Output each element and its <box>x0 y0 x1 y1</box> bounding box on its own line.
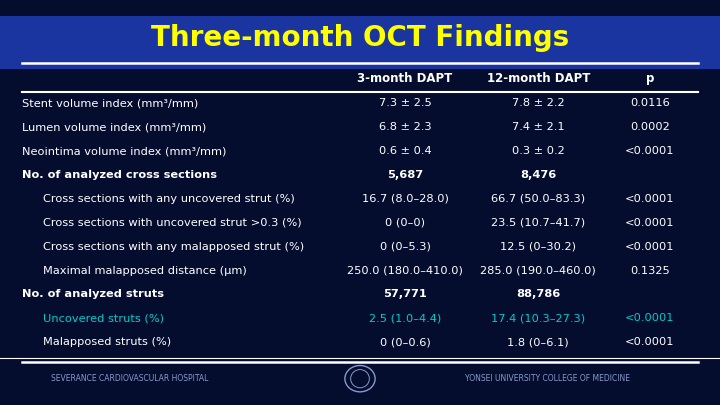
Text: Cross sections with uncovered strut >0.3 (%): Cross sections with uncovered strut >0.3… <box>43 218 302 228</box>
Text: No. of analyzed struts: No. of analyzed struts <box>22 290 163 299</box>
Text: Cross sections with any uncovered strut (%): Cross sections with any uncovered strut … <box>43 194 295 204</box>
Text: 0.0116: 0.0116 <box>630 98 670 108</box>
Text: 66.7 (50.0–83.3): 66.7 (50.0–83.3) <box>491 194 585 204</box>
Text: 23.5 (10.7–41.7): 23.5 (10.7–41.7) <box>491 218 585 228</box>
Text: p: p <box>646 72 654 85</box>
Text: 7.4 ± 2.1: 7.4 ± 2.1 <box>512 122 564 132</box>
Text: Malapposed struts (%): Malapposed struts (%) <box>43 337 171 347</box>
Text: Stent volume index (mm³/mm): Stent volume index (mm³/mm) <box>22 98 198 108</box>
Text: No. of analyzed cross sections: No. of analyzed cross sections <box>22 170 217 180</box>
Text: 0.1325: 0.1325 <box>630 266 670 275</box>
Text: 3-month DAPT: 3-month DAPT <box>357 72 453 85</box>
Text: 0.3 ± 0.2: 0.3 ± 0.2 <box>512 146 564 156</box>
Text: 16.7 (8.0–28.0): 16.7 (8.0–28.0) <box>361 194 449 204</box>
Bar <box>0 0 720 69</box>
Text: 285.0 (190.0–460.0): 285.0 (190.0–460.0) <box>480 266 596 275</box>
Text: Maximal malapposed distance (μm): Maximal malapposed distance (μm) <box>43 266 247 275</box>
Text: SEVERANCE CARDIOVASCULAR HOSPITAL: SEVERANCE CARDIOVASCULAR HOSPITAL <box>51 374 208 383</box>
Text: 88,786: 88,786 <box>516 290 560 299</box>
Text: <0.0001: <0.0001 <box>625 337 675 347</box>
Text: 0 (0–0.6): 0 (0–0.6) <box>379 337 431 347</box>
Text: Neointima volume index (mm³/mm): Neointima volume index (mm³/mm) <box>22 146 226 156</box>
Text: 0.0002: 0.0002 <box>630 122 670 132</box>
Text: 1.8 (0–6.1): 1.8 (0–6.1) <box>508 337 569 347</box>
Text: 250.0 (180.0–410.0): 250.0 (180.0–410.0) <box>347 266 463 275</box>
Text: <0.0001: <0.0001 <box>625 194 675 204</box>
Text: Cross sections with any malapposed strut (%): Cross sections with any malapposed strut… <box>43 242 305 252</box>
Text: <0.0001: <0.0001 <box>625 218 675 228</box>
Bar <box>0 0 720 16</box>
Text: 2.5 (1.0–4.4): 2.5 (1.0–4.4) <box>369 313 441 323</box>
Text: <0.0001: <0.0001 <box>625 313 675 323</box>
Text: Three-month OCT Findings: Three-month OCT Findings <box>151 24 569 53</box>
Text: 17.4 (10.3–27.3): 17.4 (10.3–27.3) <box>491 313 585 323</box>
Text: 0.6 ± 0.4: 0.6 ± 0.4 <box>379 146 431 156</box>
Text: 8,476: 8,476 <box>520 170 557 180</box>
Text: 6.8 ± 2.3: 6.8 ± 2.3 <box>379 122 431 132</box>
Text: 12-month DAPT: 12-month DAPT <box>487 72 590 85</box>
Text: YONSEI UNIVERSITY COLLEGE OF MEDICINE: YONSEI UNIVERSITY COLLEGE OF MEDICINE <box>464 374 630 383</box>
Text: Lumen volume index (mm³/mm): Lumen volume index (mm³/mm) <box>22 122 206 132</box>
Text: 0 (0–0): 0 (0–0) <box>385 218 425 228</box>
Text: <0.0001: <0.0001 <box>625 146 675 156</box>
Text: <0.0001: <0.0001 <box>625 242 675 252</box>
Ellipse shape <box>345 365 375 392</box>
Text: 7.3 ± 2.5: 7.3 ± 2.5 <box>379 98 431 108</box>
Text: 5,687: 5,687 <box>387 170 423 180</box>
Text: 12.5 (0–30.2): 12.5 (0–30.2) <box>500 242 576 252</box>
Text: 57,771: 57,771 <box>383 290 427 299</box>
Text: 0 (0–5.3): 0 (0–5.3) <box>379 242 431 252</box>
Text: 7.8 ± 2.2: 7.8 ± 2.2 <box>512 98 564 108</box>
Text: Uncovered struts (%): Uncovered struts (%) <box>43 313 164 323</box>
